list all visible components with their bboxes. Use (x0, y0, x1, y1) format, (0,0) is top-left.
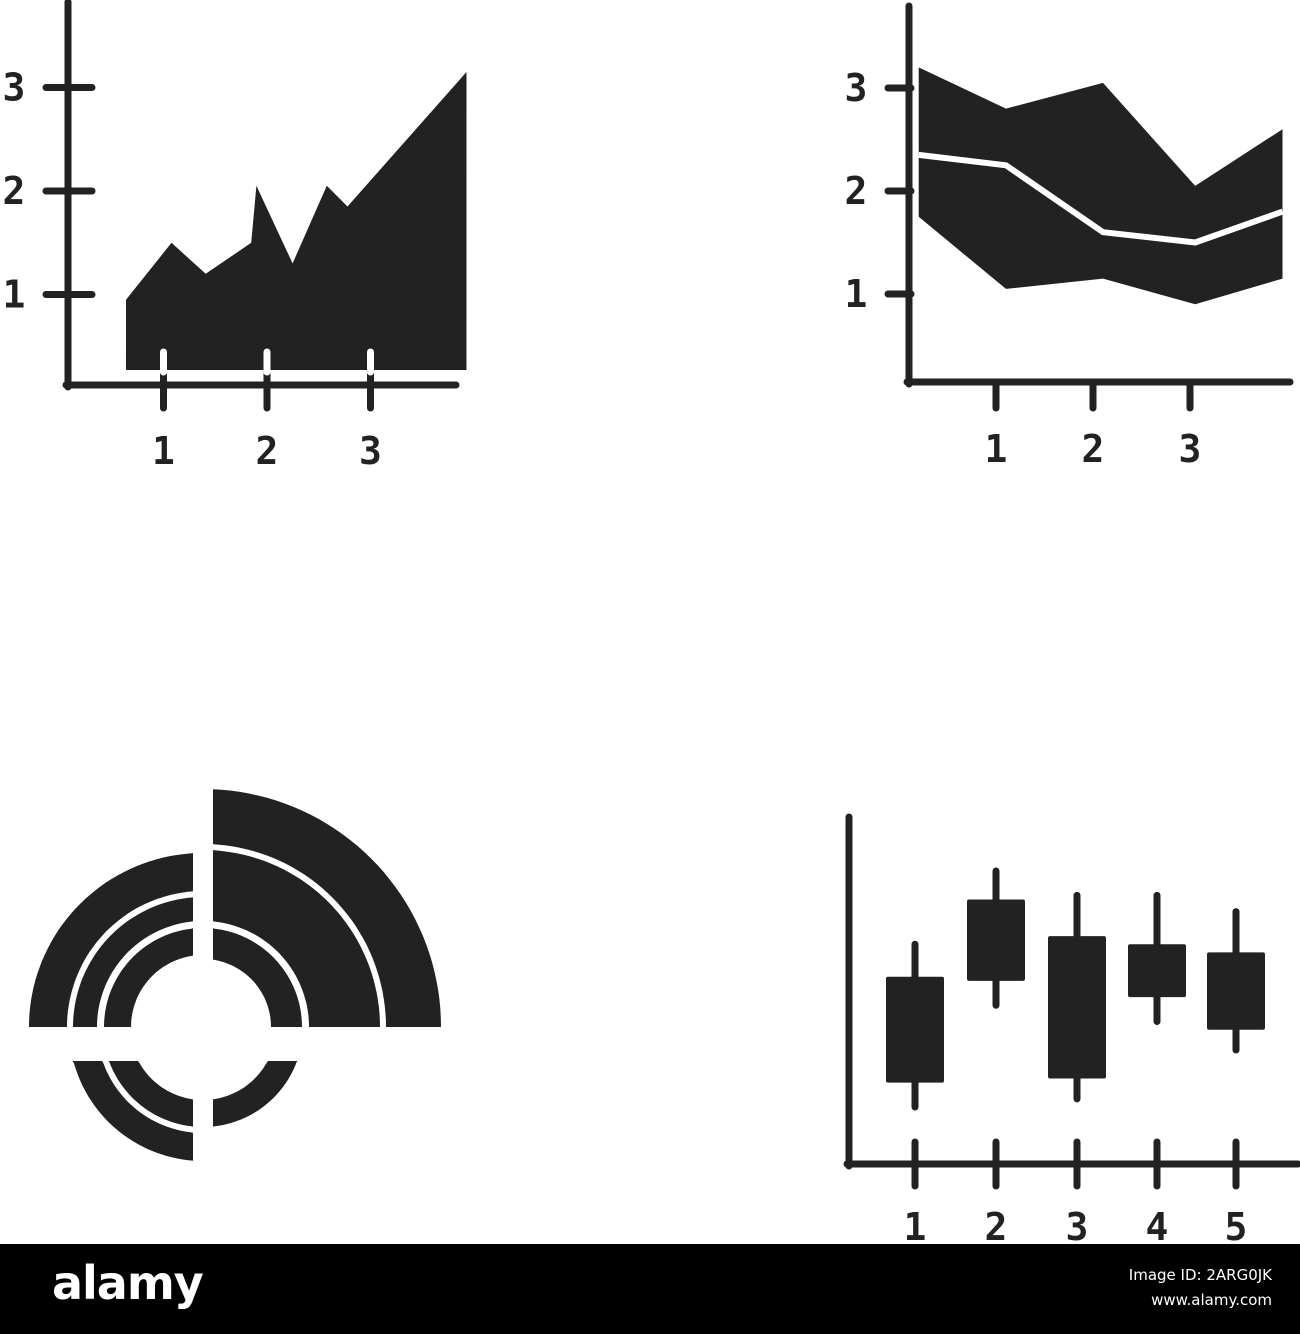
radial-bar-segment (103, 1061, 193, 1127)
radial-bar-segment (69, 1061, 193, 1161)
y-tick-label: 3 (3, 66, 26, 110)
site-url-link[interactable]: www.alamy.com (1151, 1291, 1272, 1309)
x-tick-label: 2 (1082, 427, 1105, 471)
area-chart-icon: 1 2 3 1 2 3 (3, 0, 467, 473)
radial-bar-segment (73, 897, 193, 1027)
candle-body (967, 899, 1025, 981)
y-tick-label: 1 (3, 273, 26, 317)
x-tick-label: 2 (985, 1205, 1008, 1244)
radial-bar-segment (29, 853, 193, 1027)
y-tick-label: 3 (845, 66, 868, 110)
y-tick-label: 2 (3, 169, 26, 213)
alamy-logo[interactable]: alamy (52, 1256, 204, 1310)
radial-bar-segment (104, 928, 193, 1027)
x-tick-label: 4 (1146, 1205, 1169, 1244)
image-id-text: Image ID: 2ARG0JK (1128, 1266, 1272, 1284)
x-tick-label: 3 (1179, 427, 1202, 471)
candle-body (1128, 944, 1186, 998)
x-tick-label: 3 (359, 429, 382, 473)
x-tick-label: 5 (1225, 1205, 1248, 1244)
series-line (918, 151, 1284, 246)
radial-bar-segment (213, 850, 380, 1027)
x-tick-label: 2 (256, 429, 279, 473)
x-tick-label: 1 (985, 427, 1008, 471)
area-series (125, 72, 467, 370)
footer-bar: alamy Image ID: 2ARG0JK www.alamy.com (0, 1244, 1300, 1334)
candle-body (1207, 952, 1265, 1030)
y-tick-label: 1 (845, 272, 868, 316)
radial-bar-segment (213, 789, 441, 1027)
radial-bar-segment (213, 928, 302, 1027)
candlestick-chart-icon: 1 2 3 4 5 (843, 813, 1300, 1244)
radial-bar-chart-icon (29, 789, 441, 1161)
x-tick-label: 1 (904, 1205, 927, 1244)
range-line-chart-icon: 1 2 3 1 2 3 (845, 2, 1294, 471)
radial-bar-segment (213, 1061, 303, 1127)
range-band (918, 67, 1283, 305)
candle-body (1048, 936, 1106, 1079)
x-tick-label: 3 (1066, 1205, 1089, 1244)
y-tick-label: 2 (845, 169, 868, 213)
x-tick-label: 1 (152, 429, 175, 473)
icon-set: 1 2 3 1 2 3 1 2 3 1 2 3 1 2 3 4 5 (3, 0, 1300, 1244)
candle-body (886, 976, 944, 1083)
